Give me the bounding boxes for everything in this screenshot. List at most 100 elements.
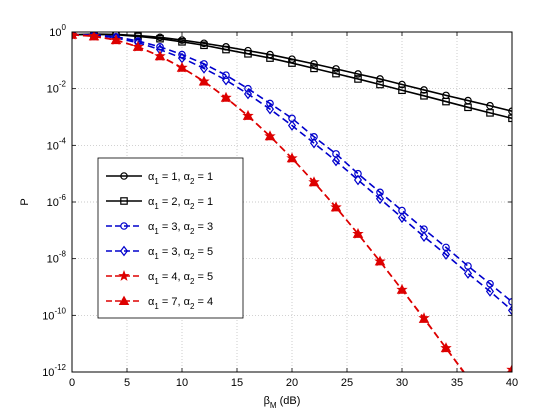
data-point bbox=[354, 70, 362, 78]
data-point bbox=[463, 268, 473, 279]
series-line bbox=[72, 33, 512, 303]
data-point bbox=[243, 88, 253, 100]
data-point bbox=[156, 34, 164, 43]
legend-marker bbox=[120, 222, 128, 230]
y-tick-label: 10-10 bbox=[42, 306, 66, 322]
data-point bbox=[396, 284, 408, 294]
data-point bbox=[220, 92, 232, 102]
data-point bbox=[398, 86, 406, 95]
data-point bbox=[222, 71, 230, 79]
x-tick-label: 20 bbox=[286, 377, 298, 389]
legend-item: α1 = 1, α2 = 1 bbox=[106, 171, 213, 186]
data-point bbox=[244, 50, 252, 58]
axis-labels: βM (dB) P bbox=[19, 198, 300, 410]
x-tick-label: 30 bbox=[396, 377, 408, 389]
series-line bbox=[72, 33, 512, 120]
data-point bbox=[154, 50, 166, 61]
data-point bbox=[464, 103, 472, 112]
grid bbox=[72, 32, 512, 372]
legend-marker bbox=[118, 295, 130, 306]
x-tick-label: 5 bbox=[124, 377, 130, 389]
data-point bbox=[198, 76, 210, 86]
data-point bbox=[221, 74, 231, 86]
x-tick-label: 10 bbox=[176, 377, 188, 389]
data-point bbox=[310, 133, 318, 141]
legend-label: α1 = 3, α2 = 5 bbox=[148, 246, 213, 261]
legend-marker bbox=[118, 270, 130, 281]
legend-label: α1 = 1, α2 = 1 bbox=[148, 171, 213, 186]
data-point bbox=[72, 32, 78, 39]
y-tick-label: 10-8 bbox=[47, 250, 67, 266]
data-point bbox=[266, 99, 274, 108]
y-tick-label: 10-6 bbox=[47, 193, 67, 209]
data-point bbox=[376, 80, 384, 89]
data-point bbox=[442, 97, 450, 106]
data-point bbox=[375, 193, 385, 205]
data-point bbox=[331, 155, 341, 167]
data-point bbox=[266, 54, 274, 62]
data-point bbox=[332, 65, 340, 73]
series-layer bbox=[72, 32, 512, 372]
legend-label: α1 = 7, α2 = 4 bbox=[148, 296, 213, 311]
legend-item: α1 = 2, α2 = 1 bbox=[106, 196, 213, 211]
data-point bbox=[200, 60, 208, 68]
data-point bbox=[507, 364, 512, 372]
axis-ticks: 0 5 10 15 20 25 30 35 40 100 10-2 10-4 10-6 10-8 10-10… bbox=[42, 23, 518, 389]
series-line bbox=[72, 33, 512, 311]
data-point bbox=[376, 75, 384, 83]
legend-box bbox=[97, 157, 244, 319]
data-point bbox=[308, 176, 320, 187]
data-point bbox=[309, 137, 319, 149]
x-axis-label: βM (dB) bbox=[264, 395, 301, 410]
data-point bbox=[354, 169, 362, 178]
x-tick-label: 15 bbox=[231, 377, 243, 389]
legend: α1 = 1, α2 = 1 α1 = 2, α2 = 1 α1 = 3, α2 =… bbox=[97, 157, 244, 319]
data-point bbox=[332, 69, 340, 78]
legend-label: α1 = 4, α2 = 5 bbox=[148, 271, 213, 286]
data-point bbox=[441, 249, 451, 260]
data-point bbox=[310, 60, 318, 68]
data-point bbox=[330, 201, 342, 212]
data-point bbox=[134, 32, 142, 41]
data-point bbox=[88, 32, 100, 41]
data-point bbox=[485, 285, 495, 297]
series-2 bbox=[72, 32, 512, 123]
data-point bbox=[418, 313, 430, 323]
x-tick-label: 25 bbox=[341, 377, 353, 389]
x-tick-label: 40 bbox=[506, 377, 518, 389]
data-point bbox=[486, 101, 494, 110]
x-tick-label: 35 bbox=[451, 377, 463, 389]
data-point bbox=[199, 62, 209, 74]
data-point bbox=[176, 62, 188, 72]
legend-marker bbox=[119, 245, 129, 257]
legend-label: α1 = 3, α2 = 3 bbox=[148, 221, 213, 236]
data-point bbox=[132, 41, 144, 51]
data-point bbox=[352, 228, 364, 238]
data-point bbox=[222, 45, 230, 54]
legend-item: α1 = 3, α2 = 3 bbox=[106, 221, 213, 236]
legend-item: α1 = 3, α2 = 5 bbox=[106, 245, 213, 261]
data-point bbox=[286, 152, 298, 163]
y-tick-label: 10-2 bbox=[47, 80, 67, 96]
data-point bbox=[200, 41, 208, 50]
y-tick-label: 10-4 bbox=[47, 136, 67, 152]
series-6 bbox=[72, 32, 512, 372]
legend-item: α1 = 7, α2 = 4 bbox=[106, 295, 213, 311]
legend-marker bbox=[120, 172, 128, 180]
data-point bbox=[376, 188, 384, 197]
data-point bbox=[374, 255, 386, 266]
y-tick-label: 100 bbox=[49, 23, 66, 39]
data-point bbox=[288, 59, 296, 67]
data-point bbox=[265, 103, 275, 115]
y-axis-label: P bbox=[19, 198, 31, 205]
data-point bbox=[397, 212, 407, 224]
data-point bbox=[310, 64, 318, 73]
x-tick-label: 0 bbox=[69, 377, 75, 389]
data-point bbox=[353, 174, 363, 186]
data-point bbox=[354, 75, 362, 83]
data-point bbox=[420, 92, 428, 100]
data-point bbox=[287, 120, 297, 131]
